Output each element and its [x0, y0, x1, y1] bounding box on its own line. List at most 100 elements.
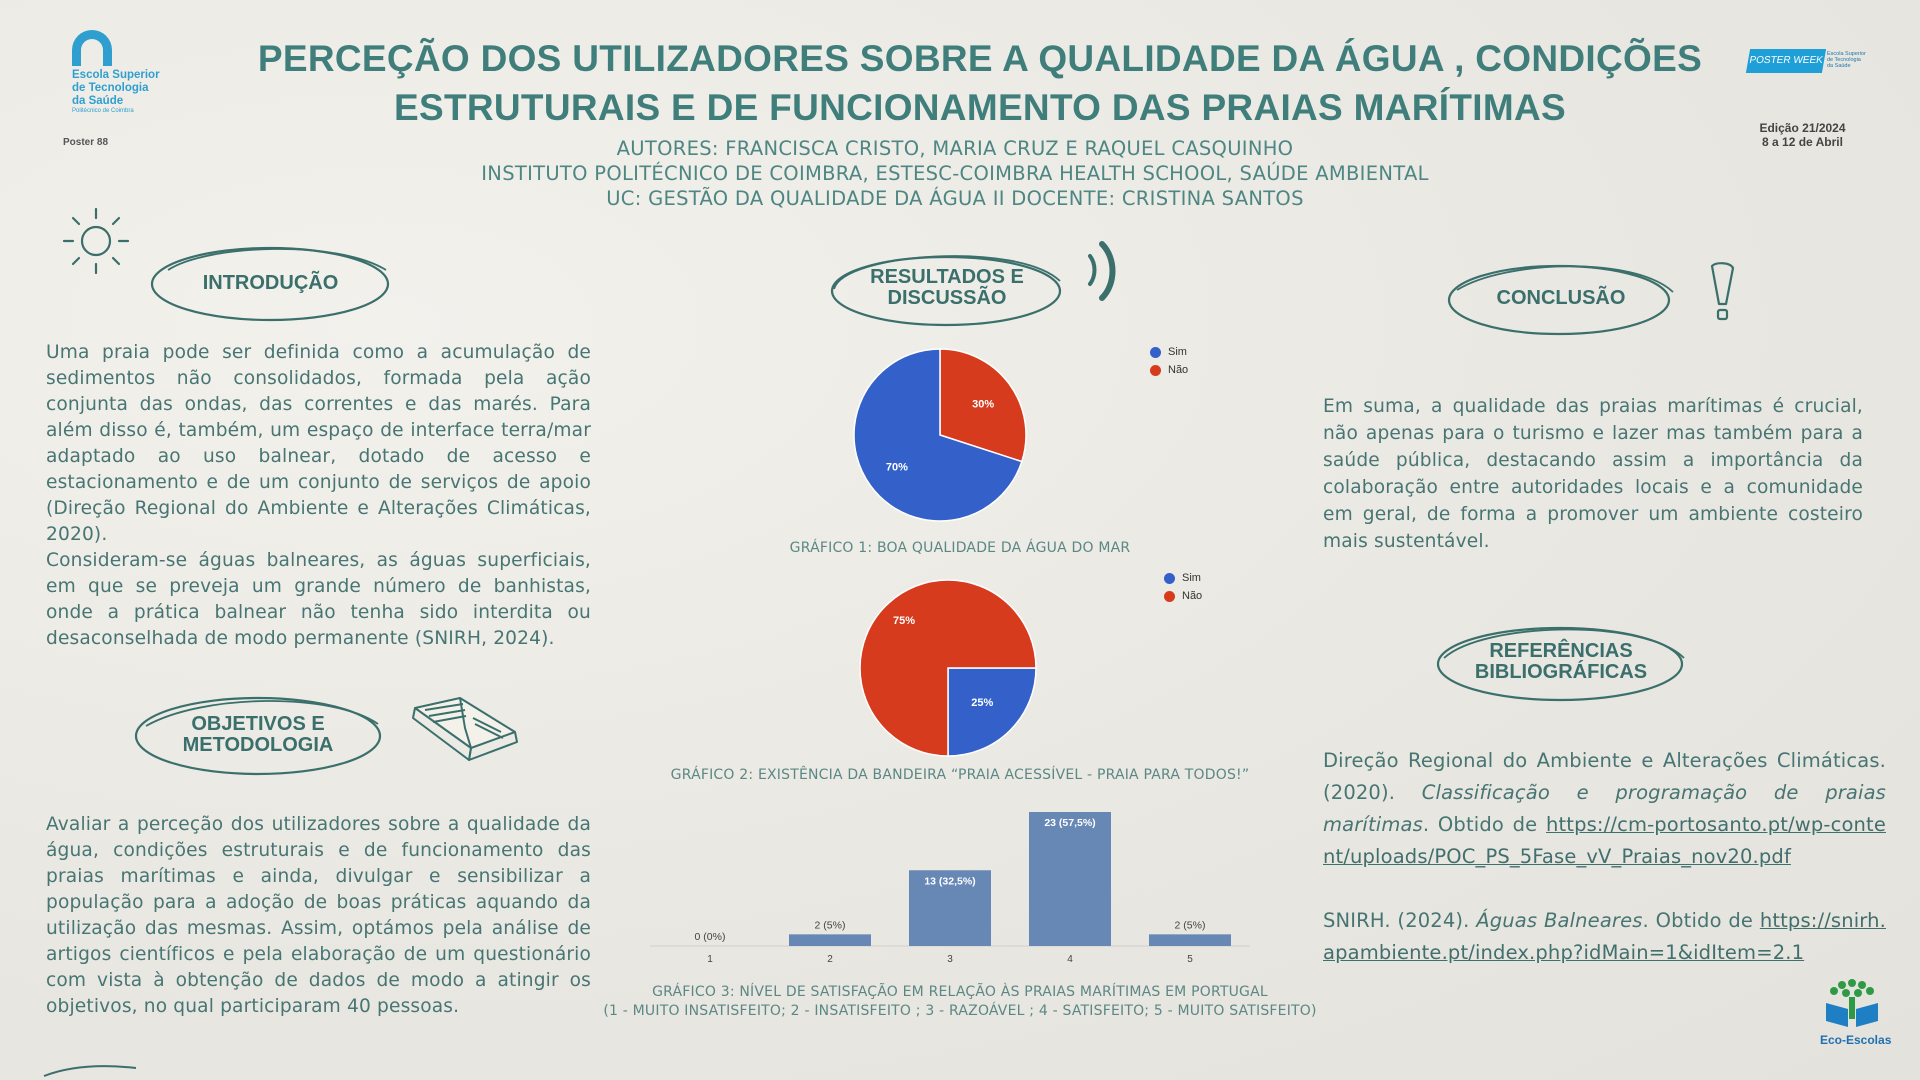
x-tick-label-2: 2 — [827, 954, 833, 965]
bar-value-label-4: 23 (57,5%) — [1044, 817, 1095, 829]
legend-nao-swatch — [1164, 590, 1175, 602]
reference-1: Direção Regional do Ambiente e Alteraçõe… — [1323, 745, 1886, 873]
pie-label-nao: 30% — [972, 399, 994, 411]
pie-label-sim: 70% — [886, 461, 908, 473]
poster-week-logo: POSTER WEEKEscola Superior de Tecnologia… — [1745, 48, 1878, 73]
oval-frame-icon — [830, 255, 1062, 327]
bar-4 — [1029, 812, 1111, 946]
estesc-logo-icon — [72, 30, 112, 66]
decorative-scribble — [43, 1065, 137, 1077]
reference-2-authors: SNIRH. (2024). — [1323, 909, 1477, 932]
oval-frame-icon — [1447, 264, 1674, 336]
reference-1-link[interactable]: https://cm-portosanto.pt/wp-content/uplo… — [1323, 813, 1886, 868]
objetivos-title-line2: METODOLOGIA — [182, 734, 334, 756]
objetivos-title: OBJETIVOS E METODOLOGIA — [183, 714, 334, 756]
legend-sim-swatch — [1150, 346, 1161, 358]
authors: AUTORES: FRANCISCA CRISTO, MARIA CRUZ E … — [616, 137, 1294, 160]
x-tick-label-5: 5 — [1187, 954, 1193, 965]
reference-1-title: Classificação e programação de praias ma… — [1323, 781, 1886, 836]
referencias-title-line1: REFERÊNCIAS — [1489, 640, 1633, 662]
eco-escolas-logo: Eco-Escolas — [1820, 975, 1900, 1047]
legend-nao-label: Não — [1168, 364, 1189, 376]
poster-week-logo-text: Escola Superior de Tecnologia da Saúde — [1827, 51, 1866, 69]
edition-dates: 8 a 12 de Abril — [1762, 135, 1843, 149]
poster-title-line1: PERCEÇÃO DOS UTILIZADORES SOBRE A QUALID… — [257, 38, 1703, 79]
referencias-heading: REFERÊNCIAS BIBLIOGRÁFICAS — [1434, 618, 1688, 706]
x-tick-label-1: 1 — [707, 954, 713, 965]
chart2-caption: GRÁFICO 2: EXISTÊNCIA DA BANDEIRA “PRAIA… — [670, 767, 1250, 783]
reference-2-obtido: . Obtido de — [1642, 909, 1760, 932]
reference-2-title: Águas Balneares — [1476, 909, 1643, 932]
chart1-legend: Sim Não — [1150, 343, 1188, 379]
edition-number: Edição 21/2024 — [1759, 121, 1846, 135]
introducao-heading: INTRODUÇÃO — [148, 240, 393, 326]
bar-value-label-1: 0 (0%) — [695, 931, 726, 943]
bar-value-label-5: 2 (5%) — [1175, 919, 1206, 931]
pie-slice-nao — [859, 579, 1037, 757]
edition-info: Edição 21/2024 8 a 12 de Abril — [1740, 121, 1865, 149]
bar-2 — [789, 934, 871, 946]
conclusao-text: Em suma, a qualidade das praias marítima… — [1323, 396, 1863, 552]
reference-2-link[interactable]: https://snirh.apambiente.pt/index.php?id… — [1323, 909, 1886, 964]
reference-2: SNIRH. (2024). Águas Balneares. Obtido d… — [1323, 905, 1886, 969]
pie-chart-bandeira: 25% 75% — [859, 579, 1037, 757]
estesc-logo: Escola Superior de Tecnologia da Saúde P… — [72, 30, 182, 114]
estesc-logo-text: Escola Superior de Tecnologia da Saúde — [72, 69, 160, 107]
legend-sim-label: Sim — [1182, 572, 1201, 584]
pie-chart-agua-qualidade: 30% 70% — [853, 348, 1027, 522]
sun-icon — [62, 207, 130, 275]
bar-value-label-2: 2 (5%) — [815, 919, 846, 931]
sound-wave-icon — [1088, 241, 1116, 301]
chart1-caption: GRÁFICO 1: BOA QUALIDADE DA ÁGUA DO MAR — [789, 540, 1131, 556]
bar-chart-satisfacao: 0 (0%) 1 2 (5%) 2 13 (32,5%) 3 23 (57,5%) 4 2 (5… — [650, 812, 1250, 965]
reference-1-authors: Direção Regional do Ambiente e Alteraçõe… — [1323, 749, 1886, 804]
referencias-text: Direção Regional do Ambiente e Alteraçõe… — [1323, 745, 1886, 1001]
x-tick-label-4: 4 — [1067, 954, 1073, 965]
introducao-paragraph-2: Consideram-se águas balneares, as águas … — [46, 550, 591, 649]
bar-value-label-3: 13 (32,5%) — [924, 875, 975, 887]
bar-5 — [1149, 934, 1231, 946]
legend-nao-label: Não — [1182, 590, 1203, 602]
conclusao-title: CONCLUSÃO — [1496, 286, 1626, 309]
legend-sim-swatch — [1164, 572, 1175, 584]
pie-label-nao: 75% — [893, 615, 915, 627]
objetivos-heading: OBJETIVOS E METODOLOGIA — [132, 690, 384, 780]
pie-slice-sim — [853, 348, 1023, 522]
pie-slice-sim — [947, 667, 1037, 757]
exclamation-icon — [1710, 262, 1735, 321]
oval-frame-icon — [134, 696, 382, 776]
introducao-title: INTRODUÇÃO — [202, 271, 339, 294]
legend-sim-label: Sim — [1168, 346, 1187, 358]
pie-slice-nao — [939, 348, 1027, 463]
eco-escolas-tree-icon — [1826, 979, 1878, 1027]
reference-1-obtido: . Obtido de — [1422, 813, 1546, 836]
objetivos-title-line1: OBJETIVOS E — [191, 713, 325, 735]
resultados-title: RESULTADOS E DISCUSSÃO — [870, 267, 1024, 309]
chart3-caption-line1: GRÁFICO 3: NÍVEL DE SATISFAÇÃO EM RELAÇÃ… — [652, 984, 1268, 1000]
estesc-logo-subtext: Politécnico de Coimbra — [72, 108, 134, 114]
poster-title-line2: ESTRUTURAIS E DE FUNCIONAMENTO DAS PRAIA… — [394, 87, 1566, 128]
oval-frame-icon — [1436, 626, 1685, 702]
conclusao-heading: CONCLUSÃO — [1445, 256, 1677, 340]
poster-title: PERCEÇÃO DOS UTILIZADORES SOBRE A QUALID… — [250, 34, 1710, 132]
chart3-caption: GRÁFICO 3: NÍVEL DE SATISFAÇÃO EM RELAÇÃ… — [580, 983, 1340, 1021]
objetivos-text: Avaliar a perceção dos utilizadores sobr… — [46, 814, 591, 1017]
x-tick-label-3: 3 — [947, 954, 953, 965]
chart2-legend: Sim Não — [1164, 569, 1202, 605]
legend-nao-swatch — [1150, 364, 1161, 376]
bar-3 — [909, 870, 991, 946]
poster-week-band: POSTER WEEK — [1745, 49, 1827, 73]
open-book-icon — [412, 697, 518, 761]
course-unit: UC: GESTÃO DA QUALIDADE DA ÁGUA II DOCEN… — [606, 187, 1304, 210]
poster-number: Poster 88 — [63, 137, 109, 148]
eco-escolas-label: Eco-Escolas — [1820, 1033, 1892, 1047]
referencias-title: REFERÊNCIAS BIBLIOGRÁFICAS — [1475, 641, 1647, 683]
introducao-text: Uma praia pode ser definida como a acumu… — [46, 340, 591, 652]
resultados-title-line1: RESULTADOS E — [870, 266, 1024, 288]
resultados-heading: RESULTADOS E DISCUSSÃO — [828, 245, 1066, 331]
referencias-title-line2: BIBLIOGRÁFICAS — [1474, 661, 1648, 683]
oval-frame-icon — [150, 246, 390, 322]
pie-label-sim: 25% — [971, 697, 993, 709]
institute: INSTITUTO POLITÉCNICO DE COIMBRA, ESTESC… — [481, 162, 1429, 185]
introducao-paragraph-1: Uma praia pode ser definida como a acumu… — [46, 342, 591, 545]
